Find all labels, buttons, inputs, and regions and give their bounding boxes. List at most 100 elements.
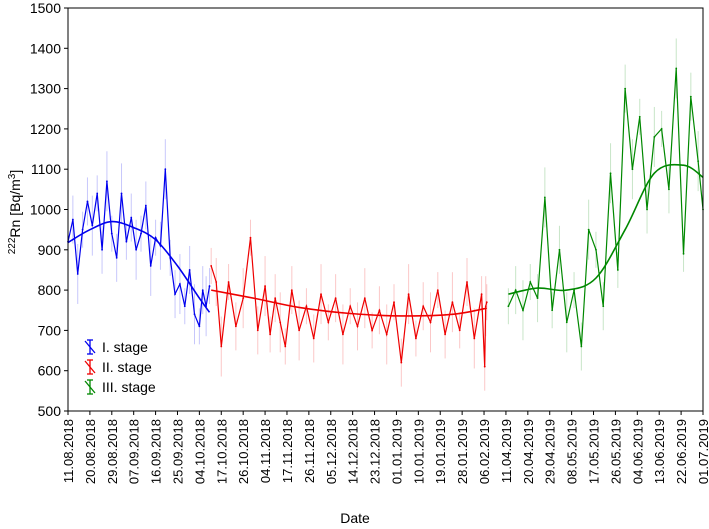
data-point	[242, 297, 245, 300]
data-point	[638, 115, 641, 118]
x-tick-label: 20.08.2018	[83, 419, 98, 484]
legend-item: III. stage	[84, 379, 156, 395]
x-tick-label: 17.10.2018	[214, 419, 229, 484]
legend: I. stage II. stage III. stage	[84, 339, 156, 395]
data-point	[174, 293, 176, 296]
plot-area	[67, 7, 704, 412]
data-point	[342, 333, 344, 336]
y-tick-label: 1100	[31, 161, 61, 177]
y-axis-label-isotope: 222	[7, 237, 18, 254]
data-point	[110, 232, 113, 235]
y-axis: 500 600 700 800 900 1000 1100 1200 1300 1400 1500	[30, 0, 68, 419]
data-point	[164, 168, 167, 171]
x-tick-label: 23.12.2018	[368, 419, 383, 484]
y-tick-label: 600	[38, 363, 62, 379]
data-point	[298, 329, 301, 332]
x-tick-label: 26.11.2018	[302, 419, 317, 483]
x-axis-label: Date	[340, 510, 370, 526]
data-point	[106, 180, 108, 183]
data-point	[485, 301, 488, 304]
data-point	[480, 293, 483, 296]
x-tick-label: 07.09.2018	[127, 419, 142, 484]
y-tick-label: 1400	[30, 40, 61, 56]
data-point	[96, 192, 99, 195]
data-point	[529, 281, 532, 283]
data-point	[407, 293, 410, 296]
data-point	[393, 301, 395, 304]
data-point	[120, 192, 123, 195]
data-point	[76, 273, 79, 275]
data-point	[81, 228, 84, 231]
x-tick-label: 17.11.2018	[280, 419, 295, 483]
x-tick-label: 06.02.2019	[477, 419, 492, 484]
data-point	[580, 345, 583, 348]
x-tick-label: 11.08.2018	[61, 419, 76, 483]
data-point	[101, 248, 103, 251]
data-point	[587, 228, 590, 231]
data-point	[602, 305, 605, 308]
x-tick-label: 04.10.2018	[192, 419, 207, 484]
legend-label: II. stage	[102, 359, 152, 375]
data-point	[400, 361, 403, 364]
data-point	[264, 285, 266, 287]
series-3	[507, 38, 704, 371]
y-tick-label: 900	[38, 242, 62, 258]
data-point	[215, 281, 218, 283]
data-point	[689, 95, 692, 98]
x-tick-label: 20.04.2019	[521, 419, 536, 484]
data-point	[115, 256, 118, 259]
x-tick-label: 11.04.2019	[499, 419, 514, 483]
y-tick-label: 1300	[30, 81, 61, 97]
y-tick-label: 1200	[30, 121, 61, 137]
trend-line	[508, 163, 704, 295]
data-point	[507, 305, 510, 308]
x-tick-label: 25.09.2018	[170, 419, 185, 484]
data-point	[183, 305, 186, 308]
y-axis-label: 222Rn [Bq/m3]	[7, 170, 23, 255]
data-point	[483, 365, 486, 368]
y-tick-label: 1000	[30, 202, 61, 218]
series-2	[210, 219, 488, 391]
data-point	[269, 333, 272, 336]
data-point	[466, 281, 468, 283]
data-point	[234, 325, 237, 328]
x-tick-label: 28.01.2019	[455, 419, 470, 484]
data-point	[484, 305, 487, 308]
data-point	[86, 200, 89, 203]
x-tick-label: 17.05.2019	[587, 419, 602, 484]
data-point	[220, 345, 223, 348]
x-tick-label: 01.01.2019	[389, 419, 404, 484]
x-tick-label: 29.04.2019	[543, 419, 558, 484]
data-point	[149, 265, 152, 267]
y-tick-label: 700	[38, 322, 62, 338]
y-axis-label-unit-sup: 3	[7, 173, 18, 179]
data-point	[473, 337, 476, 340]
data-point	[125, 240, 128, 243]
data-point	[249, 236, 252, 239]
x-tick-label: 10.01.2019	[411, 419, 426, 484]
data-point	[551, 309, 554, 312]
series-line	[67, 169, 211, 327]
data-point	[422, 305, 425, 308]
legend-item: II. stage	[84, 359, 152, 375]
data-point	[135, 248, 138, 251]
data-point	[682, 252, 685, 255]
data-point	[543, 196, 546, 199]
y-axis-label-unit-close: ]	[7, 170, 23, 174]
x-tick-label: 04.06.2019	[630, 419, 645, 484]
x-tick-label: 04.11.2018	[258, 419, 273, 483]
x-tick-label: 26.05.2019	[608, 419, 623, 484]
data-point	[646, 208, 648, 211]
data-point	[458, 329, 461, 332]
data-point	[71, 218, 74, 221]
x-tick-label: 29.08.2018	[105, 419, 120, 484]
x-tick-label: 26.10.2018	[236, 419, 251, 484]
data-point	[256, 329, 259, 332]
data-point	[616, 269, 619, 271]
data-point	[305, 305, 308, 308]
data-point	[436, 289, 439, 291]
x-tick-label: 05.12.2018	[324, 419, 339, 484]
data-point	[208, 285, 211, 287]
y-tick-label: 1500	[30, 0, 61, 16]
